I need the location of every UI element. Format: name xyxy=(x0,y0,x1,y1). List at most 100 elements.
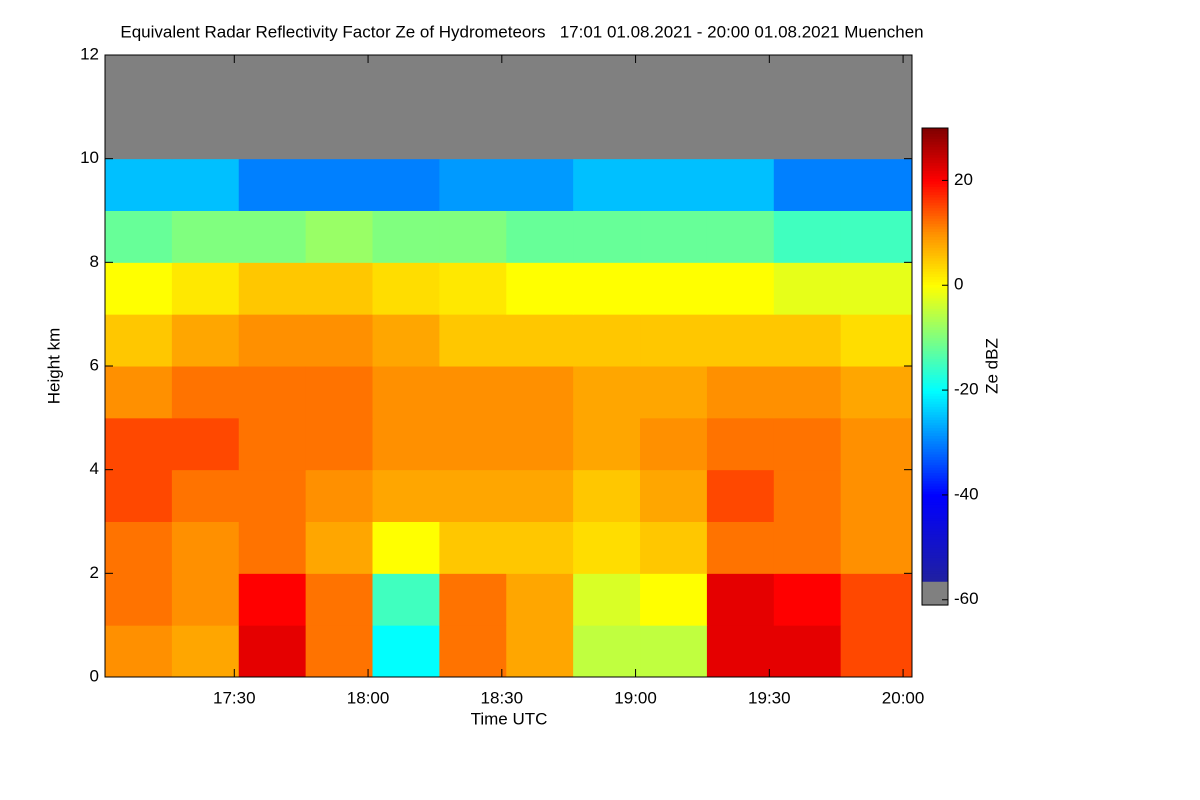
colorbar-segment xyxy=(922,435,948,439)
colorbar-segment xyxy=(922,165,948,169)
colorbar-segment xyxy=(922,517,948,521)
heatmap-cell xyxy=(840,314,913,367)
y-axis-label: Height km xyxy=(44,328,63,405)
heatmap-cell xyxy=(706,158,775,211)
colorbar-segment xyxy=(922,400,948,405)
heatmap-cell xyxy=(372,262,440,315)
heatmap-cell xyxy=(305,210,374,263)
colorbar-segment xyxy=(922,514,948,519)
heatmap-cell xyxy=(573,417,641,471)
colorbar-segment xyxy=(922,602,948,606)
colorbar-segment xyxy=(922,260,948,264)
heatmap-cell xyxy=(840,158,913,211)
colorbar-segment xyxy=(922,467,948,471)
x-tick-label: 19:30 xyxy=(748,688,791,707)
colorbar-segment xyxy=(922,477,948,482)
heatmap-cell xyxy=(840,106,913,160)
heatmap-cell xyxy=(372,366,440,419)
heatmap-cell xyxy=(773,262,842,315)
colorbar-segment xyxy=(922,300,948,304)
colorbar-segment xyxy=(922,334,948,338)
colorbar-segment xyxy=(922,234,948,238)
colorbar-segment xyxy=(922,223,948,227)
colorbar-segment xyxy=(922,257,948,262)
heatmap-cell xyxy=(439,314,507,367)
heatmap-cell xyxy=(238,262,307,315)
colorbar-segment xyxy=(922,361,948,365)
heatmap-cell xyxy=(372,210,440,263)
heatmap-cell xyxy=(105,469,173,522)
colorbar-segment xyxy=(922,154,948,158)
heatmap-cell xyxy=(105,625,173,678)
colorbar-segment xyxy=(922,289,948,293)
heatmap-cell xyxy=(840,210,913,263)
colorbar-segment xyxy=(922,340,948,344)
heatmap-cell xyxy=(506,521,574,574)
heatmap-cell xyxy=(372,573,440,626)
colorbar-segment xyxy=(922,562,948,566)
colorbar-segment xyxy=(922,567,948,572)
heatmap-cell xyxy=(706,55,775,108)
colorbar-segment xyxy=(922,469,948,474)
heatmap-cell xyxy=(238,521,307,574)
heatmap-cell xyxy=(171,55,240,108)
colorbar-segment xyxy=(922,403,948,407)
x-tick-label: 17:30 xyxy=(213,688,256,707)
heatmap-cell xyxy=(640,417,708,471)
colorbar-segment xyxy=(922,599,948,603)
x-tick-label: 18:00 xyxy=(347,688,390,707)
colorbar-segment xyxy=(922,552,948,556)
heatmap-cell xyxy=(840,521,913,574)
colorbar-segment xyxy=(922,369,948,373)
heatmap-cell xyxy=(171,106,240,160)
colorbar-segment xyxy=(922,178,948,182)
colorbar-segment xyxy=(922,438,948,442)
heatmap-cell xyxy=(640,262,708,315)
x-tick-label: 19:00 xyxy=(614,688,657,707)
heatmap-cell xyxy=(439,625,507,678)
colorbar-segment xyxy=(922,329,948,333)
colorbar-segment xyxy=(922,525,948,529)
heatmap-cell xyxy=(305,106,374,160)
colorbar-segment xyxy=(922,496,948,500)
heatmap-cell xyxy=(706,314,775,367)
colorbar-segment xyxy=(922,191,948,195)
colorbar-segment xyxy=(922,199,948,203)
colorbar-segment xyxy=(922,196,948,201)
heatmap-cell xyxy=(105,417,173,471)
colorbar-segment xyxy=(922,385,948,389)
colorbar-segment xyxy=(922,591,948,595)
colorbar-segment xyxy=(922,393,948,397)
colorbar-segment xyxy=(922,416,948,421)
heatmap-cell xyxy=(773,625,842,678)
heatmap-cell xyxy=(305,366,374,419)
colorbar-segment xyxy=(922,175,948,179)
colorbar-segment xyxy=(922,430,948,434)
colorbar-segment xyxy=(922,456,948,460)
heatmap-cell xyxy=(105,366,173,419)
heatmap-cell xyxy=(305,521,374,574)
colorbar-segment xyxy=(922,281,948,285)
colorbar-segment xyxy=(922,586,948,590)
heatmap-cell xyxy=(573,573,641,626)
heatmap-cell xyxy=(640,469,708,522)
heatmap-cell xyxy=(840,573,913,626)
heatmap-cell xyxy=(372,417,440,471)
colorbar-segment xyxy=(922,271,948,275)
heatmap-cell xyxy=(706,573,775,626)
heatmap-cell xyxy=(773,521,842,574)
y-tick-label: 2 xyxy=(90,563,99,582)
colorbar-segment xyxy=(922,181,948,185)
colorbar-segment xyxy=(922,440,948,444)
heatmap-cell xyxy=(640,573,708,626)
heatmap-cell xyxy=(372,158,440,211)
heatmap-cell xyxy=(506,158,574,211)
heatmap-cell xyxy=(840,625,913,678)
heatmap-cell xyxy=(238,625,307,678)
colorbar-segment xyxy=(922,453,948,458)
colorbar-segment xyxy=(922,128,948,132)
colorbar-segment xyxy=(922,186,948,190)
colorbar-segment xyxy=(922,157,948,161)
heatmap-cell xyxy=(238,366,307,419)
colorbar-segment xyxy=(922,475,948,479)
